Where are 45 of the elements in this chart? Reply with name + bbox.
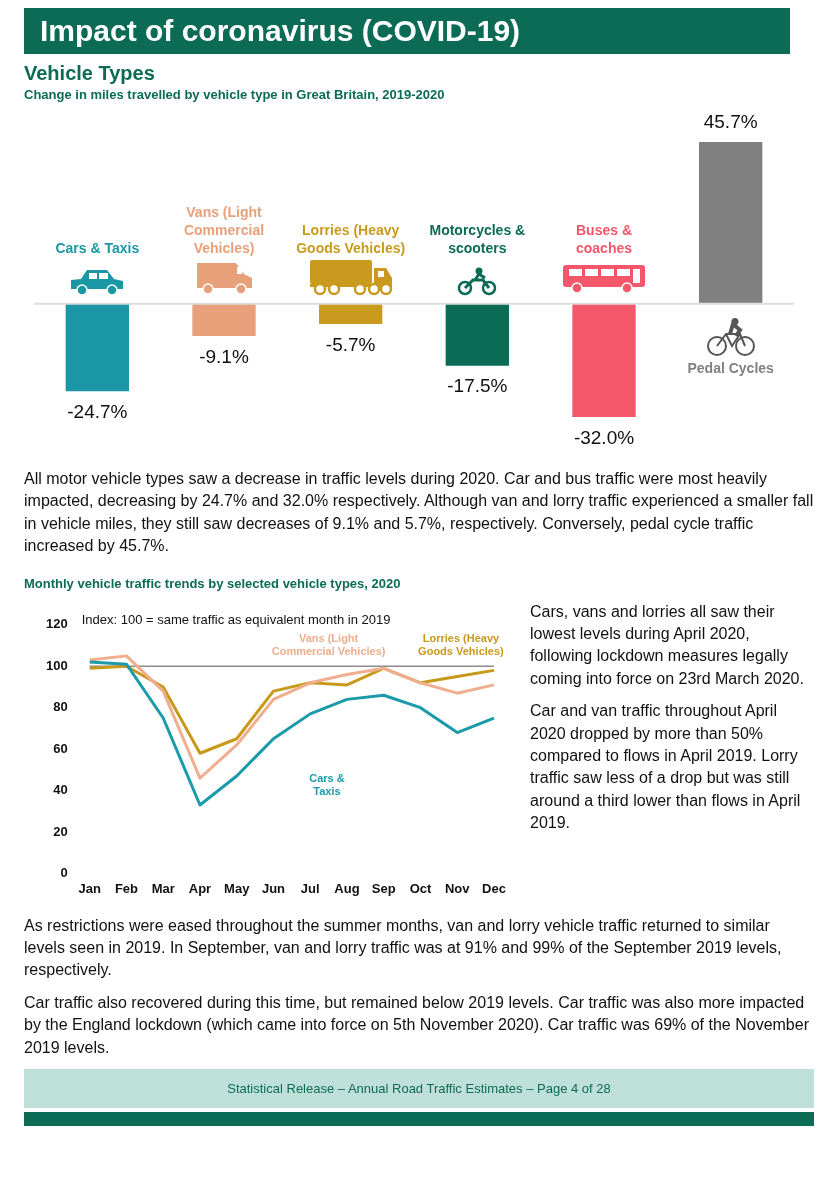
x-tick-label: Feb: [114, 880, 139, 896]
data-label: -24.7%: [67, 400, 128, 422]
y-tick-label: 0: [60, 864, 68, 880]
x-tick-label: Motorcycles & scooters: [429, 221, 526, 256]
x-tick-label: Pedal Cycles: [687, 359, 775, 376]
text: Car traffic also recovered during this time, but remained below 2019 levels. Car traffic was also more impacted by the England lockdown (which came into force on 5th November 2020). Car traffic was 69% of the November 2019 levels.: [24, 992, 810, 1058]
x-tick-label: Jun: [261, 880, 286, 896]
data-label: -5.7%: [325, 333, 376, 355]
x-tick-label: Oct: [409, 880, 432, 896]
data-label: -17.5%: [447, 375, 508, 397]
data-label: -9.1%: [199, 345, 249, 367]
text: Statistical Release – Annual Road Traffic Estimates – Page 4 of 28: [24, 1068, 814, 1108]
text: All motor vehicle types saw a decrease in traffic levels during 2020. Car and bus traffic were most heavily impacted, decreasing by 24.7% and 32.0% respectively. Although van and lorry traffic experienced a smaller fall in vehicle miles, they still saw decreases of 9.1% and 5.7%, respectively. Conversely, pedal cycle traffic increased by 45.7%.: [24, 469, 814, 557]
y-tick-label: 120: [45, 615, 68, 631]
chart-title: Vehicle Types: [24, 62, 156, 85]
y-tick-label: 20: [53, 823, 68, 839]
series-label: Lorries (Heavy Goods Vehicles): [418, 631, 505, 657]
x-tick-label: Jul: [300, 880, 320, 896]
x-tick-label: Jan: [78, 880, 101, 896]
chart-subtitle: Change in miles travelled by vehicle type in Great Britain, 2019-2020: [24, 87, 446, 102]
text: As restrictions were eased throughout the summer months, van and lorry vehicle traffic returned to similar levels seen in 2019. In September, van and lorry traffic was at 91% and 99% of the September 2019 levels, respectively.: [24, 915, 783, 981]
x-tick-label: Sep: [371, 880, 396, 896]
data-label: -32.0%: [573, 426, 635, 448]
y-tick-label: 40: [53, 781, 68, 797]
y-tick-label: 80: [53, 698, 68, 714]
text: Impact of coronavirus (COVID-19): [24, 8, 790, 54]
x-tick-label: Aug: [334, 880, 360, 896]
x-tick-label: Dec: [482, 880, 506, 896]
chart-title: Monthly vehicle traffic trends by selected vehicle types, 2020: [24, 575, 402, 591]
x-tick-label: Buses & coaches: [575, 221, 633, 256]
annotation: Index: 100 = same traffic as equivalent month in 2019: [81, 611, 391, 627]
x-tick-label: Vans (Light Commercial Vehicles): [183, 203, 265, 256]
data-label: 45.7%: [703, 110, 758, 132]
x-tick-label: Mar: [151, 880, 175, 896]
x-tick-label: Nov: [444, 880, 471, 896]
text: Car and van traffic throughout April 2020 dropped by more than 50% compared to flows in April 2019. Lorry traffic saw less of a drop but was still around a third lower than flows in April 2019.: [530, 701, 802, 834]
x-tick-label: Cars & Taxis: [55, 239, 140, 256]
x-tick-label: Apr: [188, 880, 212, 896]
series-label: Vans (Light Commercial Vehicles): [271, 631, 386, 657]
text: Cars, vans and lorries all saw their lowest levels during April 2020, following lockdown measures legally coming into force on 23rd March 2020.: [530, 601, 805, 689]
x-tick-label: May: [224, 880, 251, 896]
y-tick-label: 100: [45, 657, 68, 673]
x-tick-label: Lorries (Heavy Goods Vehicles): [296, 221, 406, 256]
y-tick-label: 60: [53, 740, 68, 756]
text: Cars & Taxis: [309, 771, 345, 797]
